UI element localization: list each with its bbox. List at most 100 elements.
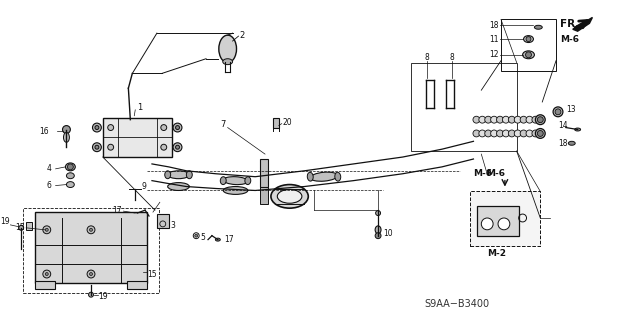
Ellipse shape: [216, 238, 220, 241]
Ellipse shape: [219, 35, 237, 63]
Text: S9AA−B3400: S9AA−B3400: [424, 299, 490, 308]
Bar: [35, 212, 147, 283]
Ellipse shape: [479, 130, 486, 137]
Ellipse shape: [523, 51, 534, 59]
Ellipse shape: [491, 116, 497, 123]
Circle shape: [376, 211, 381, 216]
Text: 12: 12: [490, 50, 499, 59]
Ellipse shape: [502, 130, 509, 137]
Ellipse shape: [271, 185, 308, 208]
Bar: [410, 63, 516, 151]
Text: M-2: M-2: [487, 249, 506, 258]
Circle shape: [108, 144, 114, 150]
Text: 8: 8: [449, 53, 454, 62]
Circle shape: [175, 145, 179, 149]
Text: 9: 9: [141, 182, 146, 191]
Text: 10: 10: [383, 229, 392, 238]
Circle shape: [67, 164, 74, 170]
Ellipse shape: [536, 115, 545, 125]
Bar: [103, 118, 172, 157]
Text: 14: 14: [558, 121, 568, 130]
Bar: [127, 281, 147, 289]
Ellipse shape: [67, 182, 74, 188]
Circle shape: [93, 123, 101, 132]
Polygon shape: [573, 18, 593, 31]
Ellipse shape: [63, 132, 69, 142]
Text: 19: 19: [0, 218, 10, 226]
Bar: [501, 19, 556, 70]
Ellipse shape: [186, 171, 192, 179]
Ellipse shape: [168, 182, 189, 190]
Circle shape: [93, 143, 101, 152]
Ellipse shape: [67, 173, 74, 179]
Circle shape: [538, 130, 543, 137]
Bar: [23, 208, 159, 293]
Circle shape: [161, 144, 166, 150]
Ellipse shape: [245, 177, 251, 185]
Circle shape: [90, 272, 93, 276]
Text: 13: 13: [566, 105, 575, 114]
Circle shape: [90, 228, 93, 231]
Circle shape: [63, 126, 70, 133]
Ellipse shape: [515, 116, 521, 123]
Text: 5: 5: [200, 233, 205, 242]
Circle shape: [538, 117, 543, 122]
Bar: [157, 214, 169, 228]
Circle shape: [43, 226, 51, 234]
Text: 18: 18: [490, 21, 499, 30]
Circle shape: [175, 126, 179, 130]
Ellipse shape: [508, 130, 515, 137]
Bar: [470, 191, 540, 246]
Ellipse shape: [223, 177, 248, 185]
Ellipse shape: [310, 172, 338, 181]
Circle shape: [375, 233, 381, 239]
Ellipse shape: [532, 116, 539, 123]
Circle shape: [481, 218, 493, 230]
Bar: [273, 118, 279, 128]
Text: 18: 18: [558, 139, 568, 148]
Bar: [477, 206, 518, 236]
Circle shape: [87, 226, 95, 234]
Ellipse shape: [497, 116, 504, 123]
Circle shape: [19, 225, 24, 230]
Circle shape: [498, 218, 510, 230]
Text: M-6: M-6: [474, 169, 492, 178]
Ellipse shape: [479, 116, 486, 123]
Text: 4: 4: [47, 164, 52, 173]
Circle shape: [173, 143, 182, 152]
Ellipse shape: [526, 116, 533, 123]
Circle shape: [87, 270, 95, 278]
Text: 15: 15: [15, 223, 25, 232]
Ellipse shape: [520, 116, 527, 123]
Ellipse shape: [65, 163, 76, 171]
Ellipse shape: [520, 130, 527, 137]
Text: 15: 15: [147, 270, 157, 278]
Ellipse shape: [508, 116, 515, 123]
Ellipse shape: [307, 172, 313, 181]
Circle shape: [161, 125, 166, 130]
Circle shape: [45, 228, 48, 231]
Ellipse shape: [164, 171, 171, 179]
Text: 2: 2: [239, 31, 244, 40]
Ellipse shape: [491, 130, 497, 137]
Text: 16: 16: [39, 127, 49, 136]
Text: 6: 6: [47, 181, 52, 190]
Text: 19: 19: [98, 292, 108, 301]
Circle shape: [525, 52, 531, 58]
Circle shape: [526, 37, 531, 41]
Ellipse shape: [553, 107, 563, 117]
Text: M-6: M-6: [560, 34, 579, 44]
Ellipse shape: [375, 226, 381, 234]
Text: 11: 11: [490, 34, 499, 44]
Ellipse shape: [568, 141, 575, 145]
Circle shape: [88, 292, 93, 297]
Circle shape: [555, 109, 561, 115]
Ellipse shape: [223, 59, 232, 65]
Bar: [260, 187, 268, 204]
Ellipse shape: [484, 130, 492, 137]
Ellipse shape: [220, 177, 226, 185]
Ellipse shape: [575, 128, 580, 131]
Ellipse shape: [223, 187, 248, 194]
Ellipse shape: [524, 36, 533, 42]
Text: 17: 17: [224, 235, 234, 244]
